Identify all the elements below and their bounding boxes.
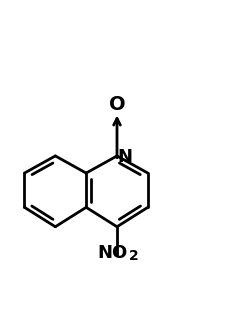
Text: O: O <box>109 95 125 114</box>
Text: N: N <box>117 148 132 166</box>
Text: NO: NO <box>97 244 128 262</box>
Text: 2: 2 <box>129 249 139 264</box>
